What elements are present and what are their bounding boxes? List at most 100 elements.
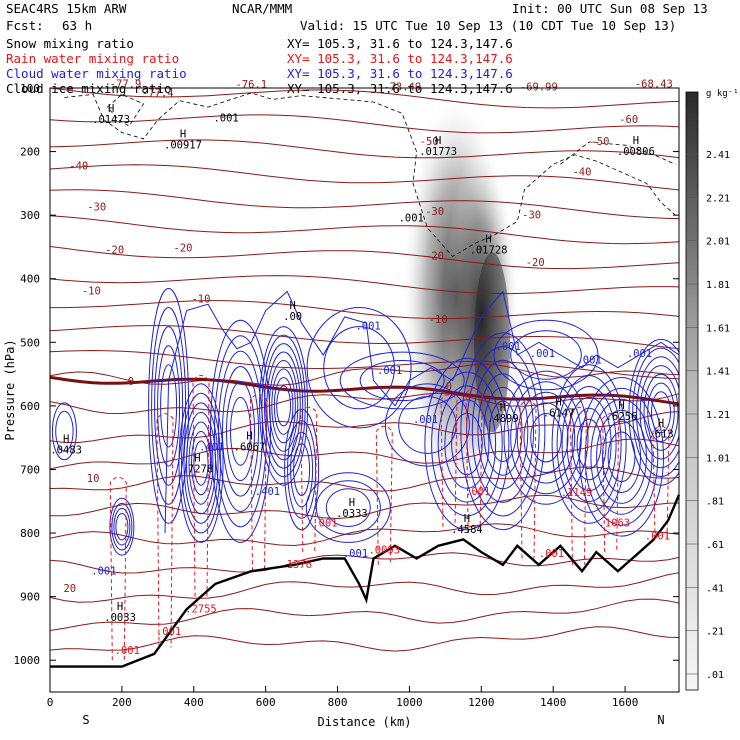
rain-water-contour (300, 406, 318, 553)
cloud-water-contour (607, 431, 636, 483)
high-value-label: .4584 (451, 524, 483, 536)
temperature-contour (50, 300, 679, 319)
temperature-contour (50, 215, 679, 245)
init-time: Init: 00 UTC Sun 08 Sep 13 (512, 1, 708, 16)
terrain-line (50, 494, 681, 668)
cloud-water-contour (55, 410, 74, 452)
colorbar (685, 91, 699, 691)
temperature-label: -10 (191, 293, 210, 305)
y-tick-label: 1000 (14, 654, 41, 667)
cloud-water-contour (109, 497, 135, 556)
temperature-contour (50, 392, 679, 415)
high-marker: H (246, 430, 252, 442)
contour-value-label: .1376 (280, 559, 312, 571)
cloud-water-contour (647, 382, 675, 442)
cloud-water-contour (384, 383, 470, 467)
temperature-label: -30 (87, 202, 106, 214)
colorbar-label: .81 (706, 497, 724, 508)
cloud-water-contour (551, 364, 627, 524)
y-tick-label: 900 (20, 591, 40, 604)
cloud-water-contour (154, 326, 184, 486)
high-value-label: .00 (283, 311, 302, 323)
south-label: S (82, 713, 89, 727)
temperature-label: -68.43 (635, 78, 673, 90)
temperature-contour (50, 164, 679, 191)
cloud-water-contour (188, 421, 214, 505)
temperature-contour (50, 466, 679, 492)
cloud-water-contour (643, 373, 679, 451)
cloud-water-contour (571, 407, 607, 481)
cloud-water-contour (636, 356, 679, 469)
colorbar-unit: g kg⁻¹ (706, 89, 739, 99)
cloud-water-contour (183, 402, 219, 524)
temperature-label: -50 (590, 136, 609, 148)
temperature-label: -30 (425, 206, 444, 218)
valid-time: Valid: 15 UTC Tue 10 Sep 13 (10 CDT Tue … (300, 18, 677, 33)
cloud-water-contour (579, 377, 664, 537)
temperature-contour (50, 189, 679, 220)
cloud-water-contour (113, 507, 131, 546)
contour-value-label: .0093 (368, 544, 400, 556)
cloud-water-contour (315, 480, 381, 535)
colorbar-label: .21 (706, 627, 724, 638)
temperature-contour (50, 275, 679, 295)
cloud-water-contour (576, 418, 602, 470)
temperature-label: -30 (522, 209, 541, 221)
cloud-water-contour (325, 488, 371, 528)
contour-value-label: .001 (413, 414, 438, 426)
cloud-water-contour (503, 370, 589, 505)
temperature-label: -77.4 (142, 87, 174, 99)
temperature-label: -77.9 (110, 78, 142, 90)
rain-water-contour (652, 425, 670, 540)
contour-value-label: .2755 (185, 604, 217, 616)
cloud-water-contour (359, 360, 445, 401)
field-cloudwater-xy: XY= 105.3, 31.6 to 124.3,147.6 (287, 66, 513, 81)
cloud-water-contour (437, 385, 497, 503)
contour-value-label: .001 (399, 213, 424, 225)
y-tick-label: 200 (20, 146, 40, 159)
high-marker: H (555, 397, 561, 409)
temperature-label: -20 (425, 251, 444, 263)
high-value-label: .0033 (104, 612, 136, 624)
cloud-water-contour (628, 338, 679, 486)
high-value-label: .00806 (617, 146, 655, 158)
high-marker: H (658, 418, 664, 430)
cloud-ice-contour (106, 93, 145, 127)
high-value-label: .6147 (543, 408, 575, 420)
rain-water-contour (109, 476, 127, 661)
rain-water-contour (519, 400, 537, 559)
cloud-water-contour (424, 357, 510, 531)
rain-water-contour (440, 394, 458, 527)
high-value-label: .6067 (234, 441, 266, 453)
x-tick-label: 400 (184, 696, 204, 709)
temperature-label: -10 (82, 286, 101, 298)
cloud-water-contour (222, 366, 259, 497)
high-value-label: .7278 (182, 464, 214, 476)
organization: NCAR/MMM (232, 1, 293, 16)
contour-value-label: .001 (312, 518, 337, 530)
cloud-water-contour (632, 347, 679, 477)
cloud-water-contour (218, 350, 263, 512)
temperature-contour (50, 552, 679, 574)
x-tick-label: 800 (328, 696, 348, 709)
cloud-water-contour (287, 420, 317, 519)
colorbar-label: .41 (706, 583, 724, 594)
high-value-label: .6256 (606, 411, 638, 423)
contour-value-label: .401 (199, 441, 224, 453)
cloud-water-contour (284, 408, 320, 531)
cloud-water-contour (530, 413, 562, 463)
colorbar-label: .61 (706, 540, 724, 551)
model-name: SEAC4RS 15km ARW (6, 1, 127, 16)
high-marker: H (194, 453, 200, 465)
cloud-water-contour (264, 343, 304, 469)
y-tick-label: 100 (20, 82, 40, 95)
temperature-label: -40 (572, 167, 591, 179)
temperature-contour (50, 626, 679, 652)
temperature-label: -20 (105, 244, 124, 256)
contour-value-label: .001 (91, 565, 116, 577)
rain-water-contour (156, 413, 174, 648)
cloud-ice-contour (64, 92, 676, 258)
temperature-label: -20 (174, 242, 193, 254)
cloud-ice-contour (560, 141, 676, 165)
cloud-water-contour (471, 359, 534, 503)
